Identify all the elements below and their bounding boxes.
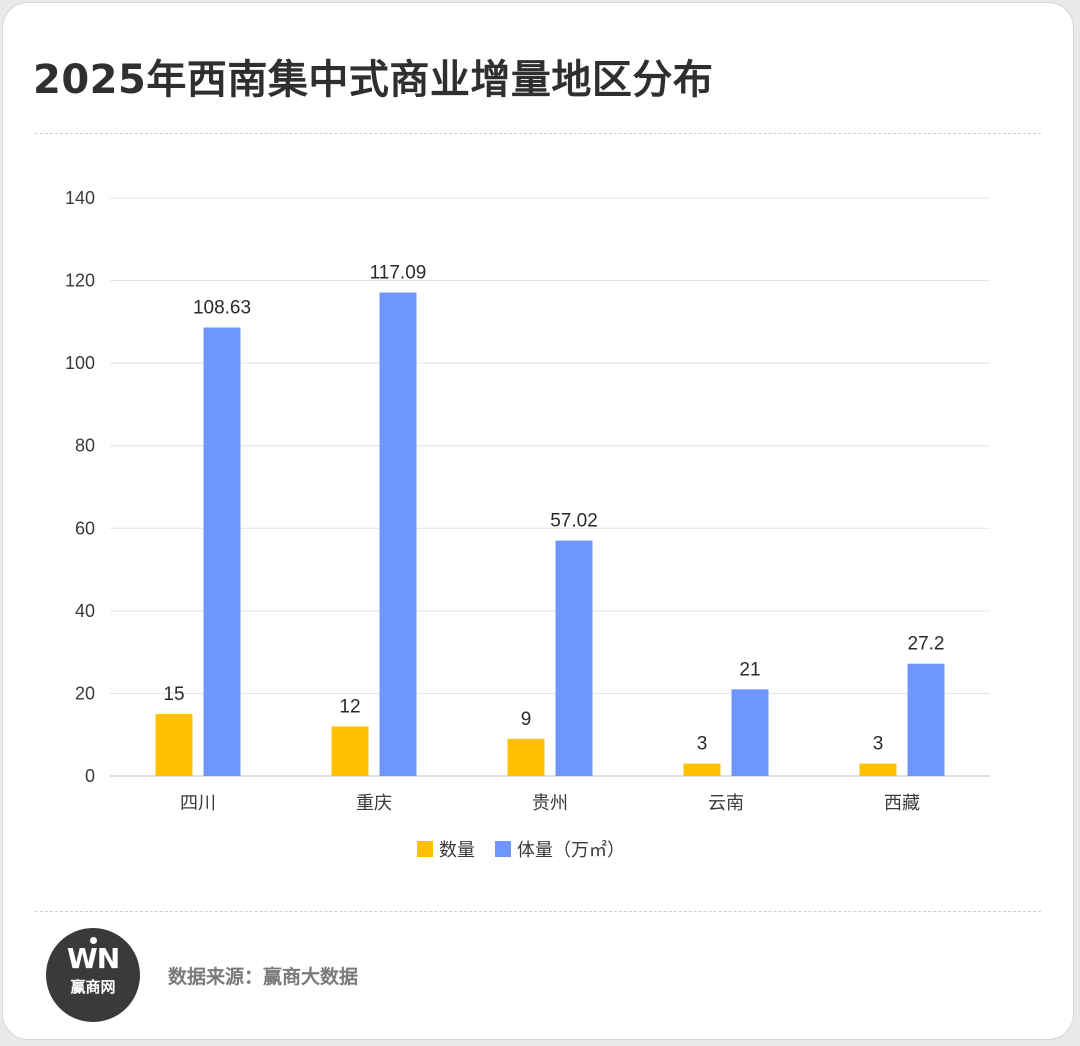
data-label: 27.2: [908, 634, 945, 655]
y-tick-label: 60: [75, 518, 95, 538]
bar-volume: [731, 689, 769, 776]
bar-volume: [907, 663, 945, 776]
legend-label: 数量: [439, 840, 475, 861]
bar-count: [155, 714, 193, 776]
bar-volume: [379, 292, 417, 776]
y-tick-label: 140: [65, 188, 95, 208]
bar-count: [331, 726, 369, 776]
bar-volume: [203, 327, 241, 776]
data-label: 57.02: [550, 511, 598, 532]
y-tick-label: 40: [75, 601, 95, 621]
top-divider: [35, 133, 1041, 134]
data-label: 9: [521, 709, 532, 730]
data-label: 15: [163, 684, 184, 705]
data-label: 3: [873, 734, 884, 755]
brand-logo: WN 赢商网: [46, 928, 140, 1022]
legend-swatch: [417, 841, 433, 857]
legend-label: 体量（万㎡）: [517, 839, 625, 861]
chart-title: 2025年西南集中式商业增量地区分布: [33, 57, 714, 103]
logo-mark: WN: [66, 942, 120, 975]
y-tick-label: 120: [65, 271, 95, 291]
y-tick-label: 0: [85, 766, 95, 786]
x-tick-label: 四川: [180, 793, 216, 814]
x-tick-label: 重庆: [356, 793, 392, 814]
legend-swatch: [495, 841, 511, 857]
bar-count: [683, 763, 721, 776]
bar-chart: 0 20 40 60 80 100 120 140 15 108.63 四川 12 117.09 重庆 9 5…: [65, 188, 990, 861]
bar-count: [507, 738, 545, 776]
source-text: 数据来源：赢商大数据: [168, 966, 359, 988]
logo-dot: [90, 937, 97, 944]
y-tick-label: 20: [75, 683, 95, 703]
bar-count: [859, 763, 897, 776]
y-tick-label: 80: [75, 436, 95, 456]
data-label: 21: [739, 659, 760, 680]
logo-name: 赢商网: [70, 978, 116, 996]
x-tick-label: 西藏: [884, 793, 920, 814]
x-tick-label: 云南: [708, 793, 744, 814]
x-tick-label: 贵州: [532, 793, 568, 814]
data-label: 3: [697, 734, 708, 755]
data-label: 117.09: [370, 263, 427, 284]
bottom-divider: [35, 911, 1041, 912]
data-label: 12: [339, 696, 360, 717]
data-label: 108.63: [193, 298, 251, 319]
y-tick-label: 100: [65, 353, 95, 373]
bar-volume: [555, 540, 593, 776]
